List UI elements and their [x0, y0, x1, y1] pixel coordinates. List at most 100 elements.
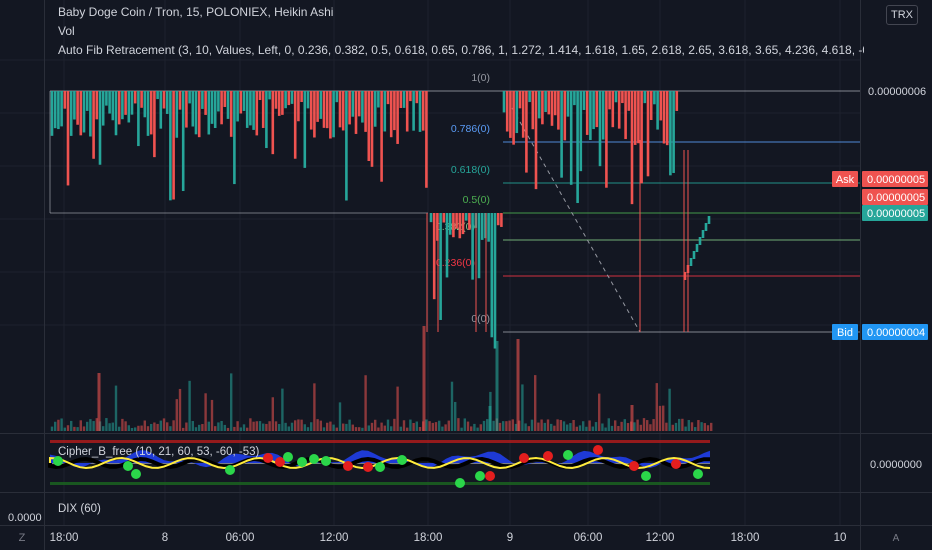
cipher-dot	[629, 461, 639, 471]
candle	[544, 91, 547, 113]
volume-bar	[105, 418, 108, 431]
volume-bar	[652, 419, 655, 431]
price-tag	[862, 171, 928, 187]
candle	[672, 91, 675, 173]
candle	[50, 91, 54, 136]
cipher-dot	[485, 471, 495, 481]
candle	[415, 91, 419, 104]
time-tick-label: 10	[834, 532, 847, 544]
volume-bar	[252, 421, 255, 431]
volume-bar	[367, 425, 370, 431]
volume-bar	[338, 402, 342, 431]
candle	[512, 91, 515, 145]
cipher-dot	[297, 457, 307, 467]
volume-bar	[492, 420, 495, 431]
candle	[614, 91, 618, 103]
volume-bar	[194, 427, 198, 431]
candle	[108, 91, 111, 114]
volume-bar	[121, 418, 124, 431]
candle	[380, 91, 383, 182]
cipher-dot	[563, 450, 573, 460]
volume-bar	[457, 418, 460, 431]
zoom-icon[interactable]: Z	[19, 532, 26, 544]
symbol-badge[interactable]: TRX	[886, 5, 918, 25]
volume-bar	[306, 427, 310, 431]
candle	[364, 91, 367, 132]
fib-trend-line	[511, 107, 641, 333]
volume-bar	[76, 427, 79, 431]
volume-bar	[566, 424, 569, 431]
candle	[704, 223, 708, 231]
fib-label: 0(0)	[471, 313, 490, 325]
candle	[436, 213, 439, 241]
candle	[425, 91, 428, 188]
volume-bar	[588, 420, 591, 431]
volume-bar	[127, 425, 130, 431]
volume-bar	[249, 418, 252, 431]
volume-bar	[73, 426, 76, 431]
volume-bar	[50, 426, 54, 431]
volume-bar	[86, 421, 89, 431]
volume-bar	[332, 424, 335, 431]
cipher-dot	[671, 459, 681, 469]
candle	[348, 91, 351, 125]
volume-bar	[364, 375, 367, 431]
volume-bar	[92, 421, 95, 431]
volume-bar	[310, 422, 313, 431]
volume-bar	[335, 427, 338, 431]
candle	[66, 91, 70, 186]
cipher-dot	[343, 461, 353, 471]
volume-bar	[268, 421, 271, 431]
price-tick-label: 0.00000006	[868, 86, 926, 98]
candle	[518, 91, 522, 109]
candle	[477, 213, 481, 279]
time-tick-label: 9	[507, 532, 513, 544]
candle	[468, 213, 471, 230]
volume-bar	[607, 418, 610, 431]
volume-bar	[348, 419, 351, 431]
volume-bar	[313, 383, 316, 431]
volume-bar	[486, 419, 489, 431]
candle	[357, 91, 361, 117]
volume-bar	[124, 421, 127, 431]
volume-bar	[614, 420, 617, 431]
volume-bar	[623, 419, 626, 431]
candle	[181, 91, 185, 192]
candle	[386, 91, 390, 105]
volume-bar	[226, 427, 230, 431]
candle	[261, 91, 265, 128]
cipher-dot	[321, 456, 331, 466]
candle	[185, 91, 188, 128]
volume-bar	[418, 427, 422, 431]
candle	[662, 91, 666, 144]
candle	[236, 91, 239, 122]
candle	[589, 91, 592, 141]
candle	[484, 213, 487, 239]
volume-bar	[534, 375, 537, 431]
candle	[531, 91, 535, 130]
volume-bar	[537, 422, 540, 431]
candle	[402, 91, 406, 108]
candle	[268, 91, 271, 100]
candle	[389, 91, 393, 138]
candle	[229, 91, 233, 137]
candle	[271, 91, 275, 155]
candle	[633, 91, 637, 145]
volume-bar	[185, 422, 188, 431]
cipher-dot	[475, 471, 485, 481]
volume-bar	[322, 427, 326, 431]
candle	[322, 91, 326, 128]
candle	[156, 91, 159, 100]
candle	[338, 91, 342, 128]
candle	[393, 91, 396, 131]
volume-bar	[390, 426, 393, 431]
volume-bar	[143, 420, 146, 431]
candle	[553, 91, 557, 116]
time-tick-label: 06:00	[226, 532, 255, 544]
volume-bar	[130, 427, 134, 431]
candle	[105, 91, 108, 106]
auto-scale-icon[interactable]: A	[893, 533, 900, 544]
candle	[133, 91, 137, 104]
volume-bar	[633, 422, 636, 431]
